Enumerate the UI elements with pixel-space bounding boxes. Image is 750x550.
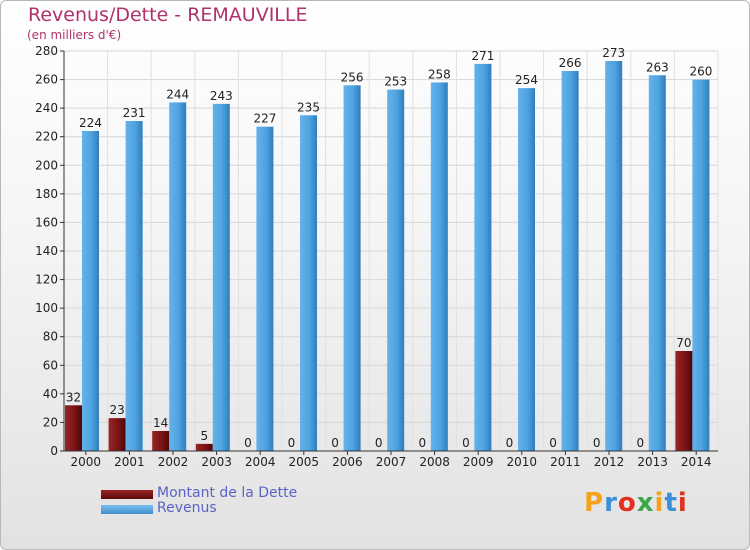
data-label-revenue: 256	[341, 70, 364, 84]
logo-letter: i	[677, 488, 688, 518]
x-tick-label: 2006	[332, 455, 363, 469]
x-tick-label: 2001	[114, 455, 145, 469]
bar-debt	[108, 418, 126, 451]
data-label-debt: 0	[593, 436, 601, 450]
logo-letter: o	[617, 488, 637, 518]
x-tick-label: 2012	[594, 455, 625, 469]
data-label-debt: 0	[418, 436, 426, 450]
proxiti-logo: Proxiti	[584, 488, 688, 518]
data-label-revenue: 273	[602, 46, 625, 60]
x-tick-label: 2005	[289, 455, 320, 469]
data-label-revenue: 258	[428, 67, 451, 81]
data-label-revenue: 244	[166, 87, 189, 101]
data-label-debt: 0	[636, 436, 644, 450]
data-label-revenue: 254	[515, 73, 538, 87]
data-label-debt: 5	[200, 429, 208, 443]
data-label-debt: 0	[331, 436, 339, 450]
x-tick-label: 2007	[376, 455, 407, 469]
data-label-revenue: 231	[123, 106, 146, 120]
y-tick-label: 140	[35, 244, 58, 258]
bar-revenue	[169, 102, 187, 451]
bar-revenue	[256, 126, 274, 451]
y-tick-label: 20	[43, 415, 58, 429]
legend-item-debt: Montant de la Dette	[101, 485, 361, 502]
bar-revenue	[474, 63, 492, 451]
x-tick-label: 2003	[201, 455, 232, 469]
bar-revenue	[561, 71, 579, 451]
bar-debt	[675, 351, 693, 451]
data-label-debt: 0	[288, 436, 296, 450]
legend-label-debt: Montant de la Dette	[157, 485, 298, 501]
data-label-revenue: 263	[646, 60, 669, 74]
logo-letter: i	[654, 488, 665, 518]
data-label-debt: 0	[375, 436, 383, 450]
bar-revenue	[518, 88, 535, 452]
bar-revenue	[648, 75, 666, 452]
y-tick-label: 60	[43, 358, 58, 372]
data-label-debt: 0	[462, 436, 470, 450]
x-tick-label: 2013	[637, 455, 668, 469]
legend-swatch-debt	[101, 490, 153, 499]
x-tick-label: 2000	[71, 455, 102, 469]
data-label-debt: 0	[506, 436, 514, 450]
data-label-debt: 23	[109, 403, 124, 417]
bar-debt	[195, 443, 213, 451]
y-tick-label: 280	[35, 44, 58, 58]
data-label-debt: 14	[153, 416, 168, 430]
y-tick-label: 100	[35, 301, 58, 315]
data-label-revenue: 271	[471, 49, 494, 63]
y-tick-label: 120	[35, 273, 58, 287]
legend-item-revenue: Revenus	[101, 500, 361, 517]
y-tick-label: 240	[35, 101, 58, 115]
chart-subtitle: (en milliers d'€)	[27, 28, 122, 42]
chart-title: Revenus/Dette - REMAUVILLE	[28, 4, 308, 26]
x-tick-label: 2011	[550, 455, 581, 469]
x-tick-label: 2009	[463, 455, 494, 469]
bar-debt	[152, 431, 170, 451]
bar-revenue	[605, 61, 623, 451]
bar-revenue	[125, 121, 143, 451]
y-tick-label: 180	[35, 187, 58, 201]
y-tick-label: 160	[35, 215, 58, 229]
data-label-debt: 0	[549, 436, 557, 450]
chart-legend: Montant de la Dette Revenus	[101, 485, 361, 517]
y-tick-label: 200	[35, 158, 58, 172]
data-label-revenue: 260	[689, 65, 712, 79]
bar-revenue	[430, 82, 448, 451]
y-tick-label: 220	[35, 130, 58, 144]
data-label-debt: 32	[66, 390, 81, 404]
y-tick-label: 80	[43, 330, 58, 344]
bar-revenue	[343, 85, 361, 452]
bar-revenue	[300, 115, 317, 452]
data-label-debt: 70	[676, 336, 691, 350]
y-tick-label: 0	[50, 444, 58, 458]
data-label-revenue: 224	[79, 116, 102, 130]
x-tick-label: 2002	[158, 455, 189, 469]
logo-letter: P	[584, 488, 605, 518]
bar-revenue	[82, 131, 99, 451]
bar-revenue	[212, 103, 230, 451]
y-tick-label: 260	[35, 73, 58, 87]
bar-debt	[65, 405, 82, 451]
bar-revenue	[692, 79, 710, 452]
data-label-revenue: 235	[297, 100, 320, 114]
x-tick-label: 2010	[507, 455, 538, 469]
data-label-revenue: 253	[384, 75, 407, 89]
logo-letter: r	[604, 488, 618, 518]
legend-label-revenue: Revenus	[157, 500, 217, 516]
data-label-revenue: 266	[559, 56, 582, 70]
x-tick-label: 2014	[681, 455, 712, 469]
logo-letter: t	[664, 488, 678, 518]
data-label-revenue: 243	[210, 89, 233, 103]
y-tick-label: 40	[43, 387, 58, 401]
legend-swatch-revenue	[101, 505, 153, 514]
x-tick-label: 2008	[419, 455, 450, 469]
logo-letter: x	[636, 488, 655, 518]
data-label-debt: 0	[244, 436, 252, 450]
x-tick-label: 2004	[245, 455, 276, 469]
data-label-revenue: 227	[253, 112, 276, 126]
bar-revenue	[387, 89, 405, 452]
